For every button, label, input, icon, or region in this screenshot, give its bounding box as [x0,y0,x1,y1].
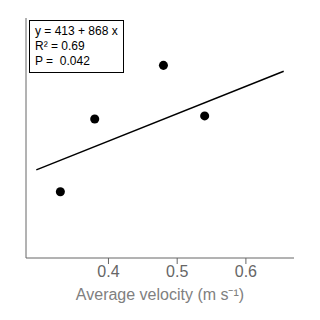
html-text:R² = 0.69: R² = 0.69 [35,39,85,53]
svg-text:0.4: 0.4 [97,263,119,280]
svg-text:Average velocity (m s⁻¹): Average velocity (m s⁻¹) [76,286,244,303]
html-text:y = 413 + 868 x: y = 413 + 868 x [35,24,118,38]
svg-text:0.5: 0.5 [166,263,188,280]
svg-text:0.6: 0.6 [235,263,257,280]
html-text:P = 0.042: P = 0.042 [35,54,90,68]
